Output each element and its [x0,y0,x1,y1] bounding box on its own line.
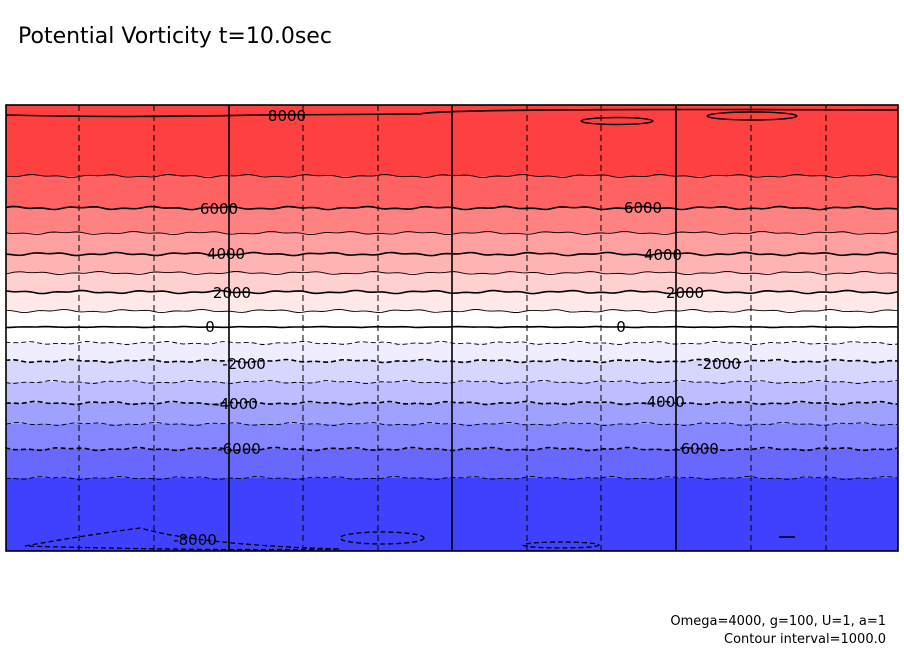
parameters-note: Omega=4000, g=100, U=1, a=1 [670,614,886,629]
contour-label: 4000 [207,245,245,263]
contour-label: -6000 [675,440,719,458]
contour-label: 4000 [644,246,682,264]
contour-5000 [5,230,899,236]
contour-4000 [5,251,899,257]
contour--1000 [5,340,899,346]
chart-title: Potential Vorticity t=10.0sec [18,24,332,49]
contour-label: 0 [616,318,626,336]
contour--4000 [5,400,899,406]
contour--2000 [5,358,899,364]
contour--3000 [5,379,899,385]
contour-7000 [5,173,899,179]
contour--6000 [5,446,899,452]
contour-label: 6000 [624,199,662,217]
contour-0 [5,325,899,329]
contour--7000 [5,475,899,481]
contour-label: 2000 [666,284,704,302]
contour-label: -6000 [217,440,261,458]
contour-label: 2000 [213,284,251,302]
closed-contour-8000-a [580,116,654,126]
contour-label: -4000 [641,393,685,411]
contour-2000 [5,289,899,295]
closed-contour-neg8000-a [24,527,341,551]
contour-interval-note: Contour interval=1000.0 [724,632,886,647]
contour-label: 8000 [268,107,306,125]
contour-label: -4000 [214,395,258,413]
contour-label: 0 [205,318,215,336]
plot-frame [5,104,899,552]
contour-label: -2000 [222,355,266,373]
closed-contour-neg8000-b [339,531,425,545]
contour-label: 6000 [200,200,238,218]
contour-label: -2000 [697,355,741,373]
contour-1000 [5,308,899,314]
contour-6000 [5,205,899,211]
closed-contour-8000-b [706,111,798,121]
closed-contour-neg8000-c [522,541,600,549]
contour-label: -8000 [173,531,217,549]
contour-3000 [5,270,899,276]
